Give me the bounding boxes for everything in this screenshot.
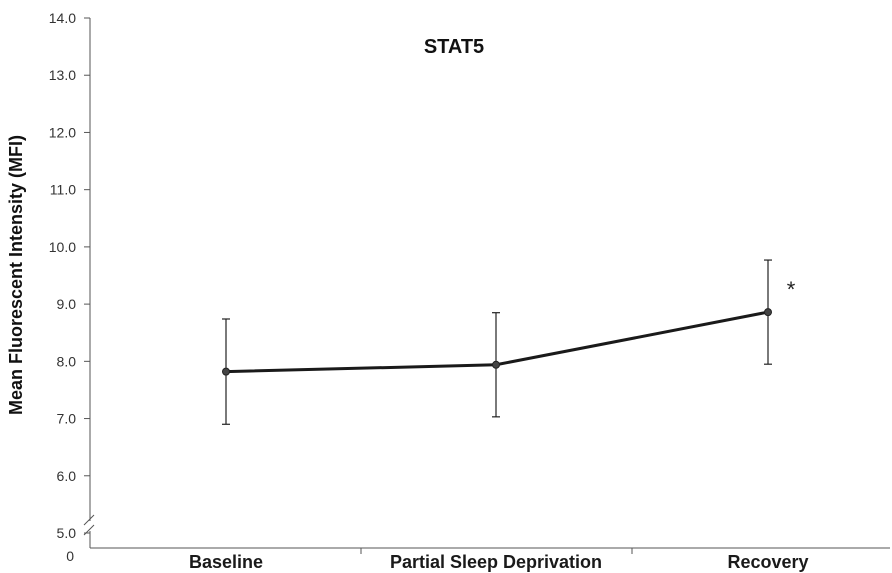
- y-ticks: 5.0 6.0 7.0 8.0 9.0 10.0 11.0 12.0 13.0 14.0: [49, 10, 90, 541]
- y-tick-label: 10.0: [49, 239, 76, 255]
- chart-title: STAT5: [424, 36, 484, 58]
- significance-asterisk: *: [787, 277, 796, 302]
- data-point: [222, 367, 230, 376]
- y-tick-label: 7.0: [57, 411, 77, 427]
- y-tick-label: 6.0: [57, 468, 77, 484]
- y-tick-label: 8.0: [57, 353, 77, 369]
- x-category-label: Recovery: [727, 552, 808, 572]
- axis-break-mark: [83, 514, 95, 526]
- data-point: [492, 360, 500, 369]
- y-tick-label: 13.0: [49, 67, 76, 83]
- y-tick-label: 9.0: [57, 296, 77, 312]
- y-axis-label: Mean Fluorescent Intensity (MFI): [6, 135, 26, 415]
- x-category-label: Partial Sleep Deprivation: [390, 552, 602, 572]
- y-tick-label: 11.0: [50, 182, 76, 198]
- y-tick-label: 12.0: [49, 124, 76, 140]
- axes: Baseline Partial Sleep Deprivation Recover…: [83, 18, 890, 572]
- data-point: [764, 308, 772, 317]
- series: *: [222, 259, 796, 425]
- origin-label: 0: [66, 548, 74, 564]
- x-category-label: Baseline: [189, 552, 263, 572]
- y-tick-label: 14.0: [49, 10, 76, 26]
- y-tick-label: 5.0: [57, 525, 77, 541]
